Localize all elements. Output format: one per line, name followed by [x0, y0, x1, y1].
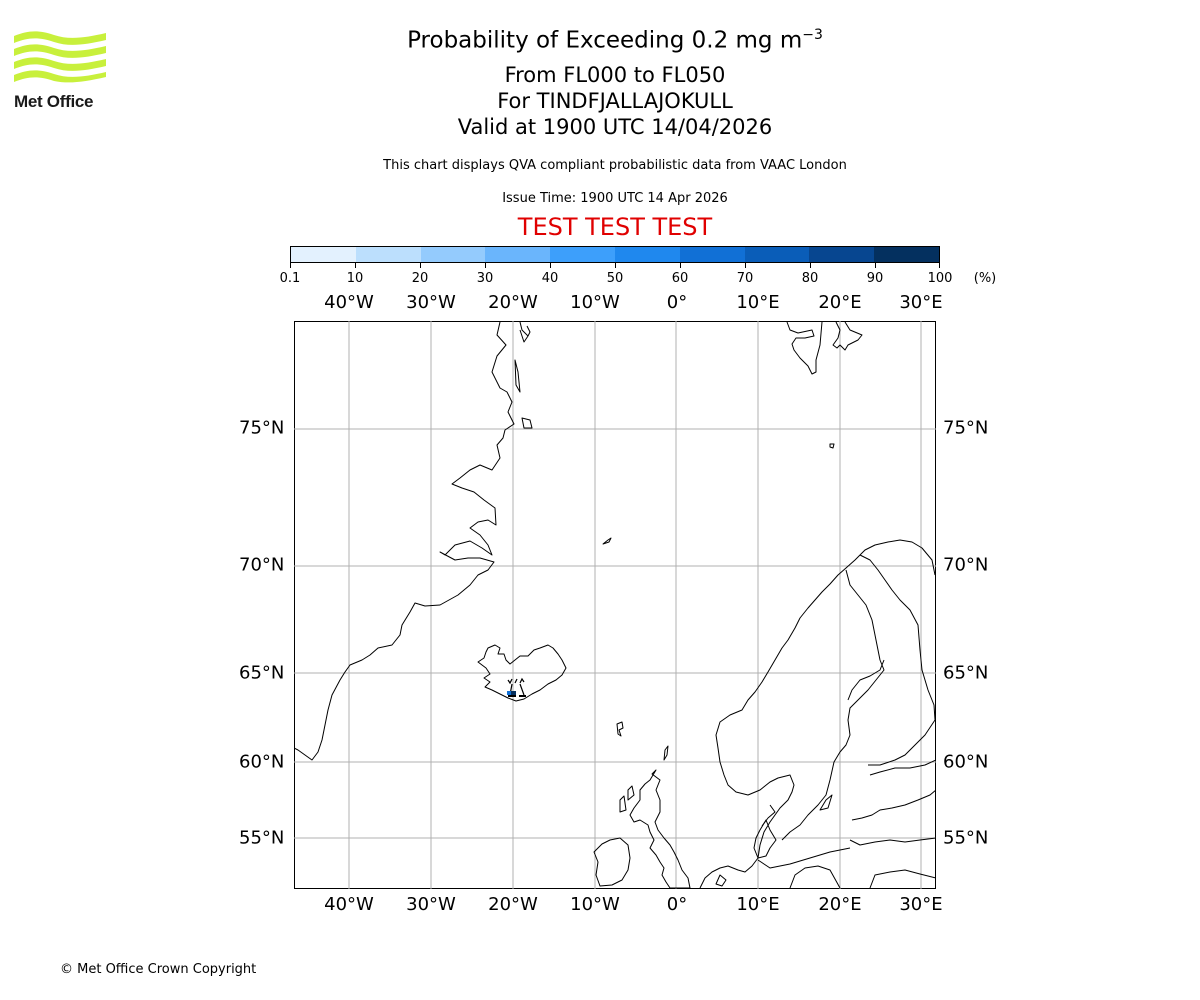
colorbar-tick	[550, 263, 551, 268]
map-panel[interactable]	[294, 321, 936, 889]
colorbar-tick	[615, 263, 616, 268]
lon-label-bottom: 10°E	[736, 894, 780, 915]
lon-label-bottom: 0°	[666, 894, 688, 915]
colorbar-label: 60	[671, 271, 689, 286]
lat-label-left: 65°N	[239, 662, 285, 684]
valid-time: Valid at 1900 UTC 14/04/2026	[457, 115, 773, 139]
lon-label-top: 30°E	[899, 292, 943, 313]
lon-label-top: 0°	[666, 292, 688, 313]
great-britain-coast	[629, 769, 691, 889]
colorbar-tick	[420, 263, 421, 268]
colorbar-bin	[420, 247, 486, 262]
volcano-name: For TINDFJALLAJOKULL	[497, 89, 733, 113]
colorbar-label: 50	[606, 271, 624, 286]
lon-label-bottom: 10°W	[570, 894, 620, 915]
colorbar-label: 100	[927, 271, 953, 286]
lon-label-bottom: 20°W	[488, 894, 538, 915]
lat-label-right: 75°N	[943, 417, 989, 439]
colorbar-bin	[614, 247, 680, 262]
chart-title: Probability of Exceeding 0.2 mg m−3	[407, 27, 823, 54]
colorbar-tick	[355, 263, 356, 268]
lat-label-right: 55°N	[943, 827, 989, 849]
lon-label-top: 10°E	[736, 292, 780, 313]
lon-label-bottom: 40°W	[324, 894, 374, 915]
colorbar-tick	[939, 263, 940, 268]
colorbar-bin	[874, 247, 939, 262]
copyright: © Met Office Crown Copyright	[60, 962, 257, 977]
met-office-waves-icon	[14, 31, 106, 83]
test-banner: TEST TEST TEST	[517, 213, 713, 241]
logo-text: Met Office	[14, 92, 94, 111]
colorbar-tick	[485, 263, 486, 268]
lat-label-left: 60°N	[239, 751, 285, 773]
lon-label-bottom: 20°E	[818, 894, 862, 915]
lat-label-left: 75°N	[239, 417, 285, 439]
colorbar-bin	[679, 247, 745, 262]
colorbar-tick	[745, 263, 746, 268]
colorbar-bin	[809, 247, 875, 262]
colorbar-label: 20	[411, 271, 429, 286]
colorbar-label: 70	[736, 271, 754, 286]
greenland-coast	[294, 321, 515, 761]
colorbar-tick	[810, 263, 811, 268]
colorbar-label: 30	[476, 271, 494, 286]
lat-label-right: 60°N	[943, 751, 989, 773]
lon-label-top: 20°W	[488, 292, 538, 313]
lon-label-top: 30°W	[406, 292, 456, 313]
colorbar-label: 10	[346, 271, 364, 286]
colorbar-unit: (%)	[973, 271, 997, 286]
colorbar-label: 40	[541, 271, 559, 286]
lat-label-left: 70°N	[239, 554, 285, 576]
scandinavia-coast	[699, 539, 936, 889]
lon-label-bottom: 30°W	[406, 894, 456, 915]
colorbar	[290, 246, 940, 263]
ireland-coast	[593, 837, 631, 887]
map-canvas	[294, 321, 936, 889]
issue-time: Issue Time: 1900 UTC 14 Apr 2026	[502, 191, 728, 206]
lat-label-left: 55°N	[239, 827, 285, 849]
colorbar-bin	[291, 247, 356, 262]
lat-label-right: 65°N	[943, 662, 989, 684]
colorbar-tick	[290, 263, 291, 268]
colorbar-tick	[875, 263, 876, 268]
iceland-coast	[477, 644, 567, 702]
lon-label-top: 40°W	[324, 292, 374, 313]
svalbard-coast	[786, 321, 823, 375]
colorbar-bin	[744, 247, 810, 262]
volcano-icon	[507, 677, 526, 697]
colorbar-bin	[550, 247, 615, 262]
colorbar-label: 80	[801, 271, 819, 286]
lon-label-top: 10°W	[570, 292, 620, 313]
lat-label-right: 70°N	[943, 554, 989, 576]
probability-cell	[507, 691, 511, 695]
met-office-logo: Met Office	[14, 30, 106, 112]
flight-levels: From FL000 to FL050	[504, 63, 726, 87]
lon-label-top: 20°E	[818, 292, 862, 313]
colorbar-tick	[680, 263, 681, 268]
coastlines	[294, 321, 936, 889]
colorbar-label: 90	[866, 271, 884, 286]
colorbar-bin	[355, 247, 421, 262]
colorbar-bin	[485, 247, 551, 262]
probability-cell	[511, 691, 516, 695]
colorbar-label: 0.1	[279, 271, 301, 286]
chart-description: This chart displays QVA compliant probab…	[383, 158, 847, 173]
lon-label-bottom: 30°E	[899, 894, 943, 915]
graticule	[294, 321, 936, 889]
